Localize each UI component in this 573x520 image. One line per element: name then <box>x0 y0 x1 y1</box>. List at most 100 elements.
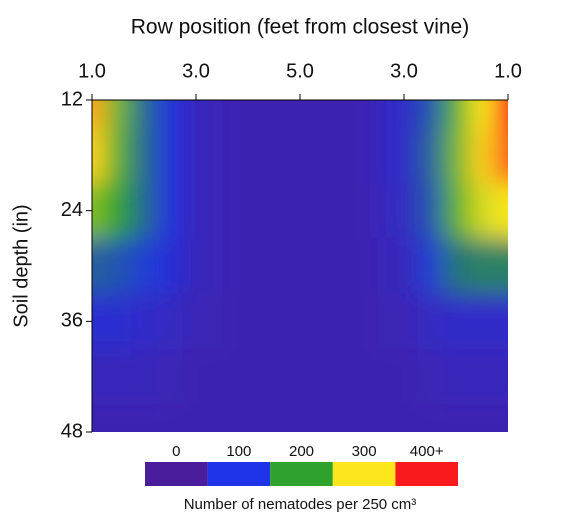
heat-cell <box>326 127 379 184</box>
heat-cell <box>183 404 223 432</box>
heat-cell <box>183 183 223 239</box>
heat-cell <box>274 183 327 239</box>
y-tick-label: 24 <box>61 199 83 221</box>
heat-cell <box>326 100 379 129</box>
heat-cell <box>495 349 508 405</box>
heat-cell <box>469 127 496 184</box>
y-tick-label: 48 <box>61 420 83 442</box>
x-tick-label: 1.0 <box>78 60 106 82</box>
heat-cell <box>183 349 223 405</box>
heat-cell <box>157 127 184 184</box>
heat-cell <box>92 349 106 405</box>
heat-cell <box>469 293 496 350</box>
y-tick-label: 12 <box>61 88 83 110</box>
heat-cell <box>222 349 275 405</box>
heat-cell <box>495 293 508 350</box>
heat-cell <box>378 349 418 405</box>
heat-cell <box>222 293 275 350</box>
heat-cell <box>105 349 132 405</box>
heat-cell <box>495 183 508 239</box>
heat-cell <box>495 238 508 295</box>
heat-cell <box>222 100 275 129</box>
heat-cell <box>92 100 106 129</box>
heat-cell <box>92 183 106 239</box>
heat-cell <box>443 183 470 239</box>
heat-cell <box>131 183 158 239</box>
heat-cell <box>378 404 418 432</box>
heat-cell <box>378 183 418 239</box>
heat-cell <box>274 127 327 184</box>
heat-cell <box>183 238 223 295</box>
heat-cell <box>443 100 470 129</box>
x-tick-label: 5.0 <box>286 60 314 82</box>
heat-cell <box>443 349 470 405</box>
heat-cell <box>92 404 106 432</box>
heat-cell <box>326 404 379 432</box>
heat-cell <box>131 127 158 184</box>
heat-cell <box>495 127 508 184</box>
heat-cell <box>183 100 223 129</box>
heat-cell <box>469 349 496 405</box>
heat-cell <box>326 349 379 405</box>
heat-cell <box>469 183 496 239</box>
heat-cell <box>157 183 184 239</box>
heat-cell <box>443 404 470 432</box>
x-tick-label: 3.0 <box>182 60 210 82</box>
y-tick-label: 36 <box>61 310 83 332</box>
heat-cell <box>105 100 132 129</box>
heat-cell <box>222 238 275 295</box>
colorbar-swatch <box>207 462 271 486</box>
heat-cell <box>157 238 184 295</box>
heat-cell <box>222 127 275 184</box>
heat-cell <box>222 404 275 432</box>
heat-cell <box>105 183 132 239</box>
heat-cell <box>222 183 275 239</box>
heat-cell <box>378 100 418 129</box>
heat-cell <box>105 404 132 432</box>
heat-cell <box>92 127 106 184</box>
heat-cell <box>378 293 418 350</box>
colorbar-swatch <box>332 462 396 486</box>
heat-cell <box>443 293 470 350</box>
heat-cell <box>105 293 132 350</box>
heat-cell <box>417 127 444 184</box>
heat-cell <box>469 404 496 432</box>
colorbar-tick-label: 100 <box>226 443 251 460</box>
heat-cell <box>274 238 327 295</box>
heat-cell <box>131 404 158 432</box>
heat-cell <box>378 127 418 184</box>
x-tick-label: 3.0 <box>390 60 418 82</box>
colorbar-tick-label: 300 <box>352 443 377 460</box>
colorbar-swatch <box>395 462 458 486</box>
heat-cell <box>378 238 418 295</box>
heat-cell <box>417 100 444 129</box>
colorbar-tick-label: 200 <box>289 443 314 460</box>
heat-cell <box>92 238 106 295</box>
heat-cell <box>274 404 327 432</box>
heat-cell <box>417 183 444 239</box>
heat-cell <box>131 100 158 129</box>
heat-cell <box>417 349 444 405</box>
plot-area <box>92 100 508 432</box>
heat-cell <box>183 293 223 350</box>
heat-cell <box>417 293 444 350</box>
heat-cell <box>443 238 470 295</box>
heat-cell <box>183 127 223 184</box>
heat-cell <box>157 349 184 405</box>
chart-title: Row position (feet from closest vine) <box>131 16 469 39</box>
heat-cell <box>92 293 106 350</box>
heat-cell <box>131 293 158 350</box>
heat-cell <box>157 100 184 129</box>
heat-cell <box>157 404 184 432</box>
heat-cell <box>417 238 444 295</box>
heat-cell <box>326 183 379 239</box>
x-tick-label: 1.0 <box>494 60 522 82</box>
heatmap <box>92 100 508 432</box>
heat-cell <box>157 293 184 350</box>
colorbar-swatch <box>270 462 333 486</box>
colorbar-title: Number of nematodes per 250 cm³ <box>184 496 417 513</box>
heat-cell <box>131 349 158 405</box>
heat-cell <box>443 127 470 184</box>
heat-cell <box>417 404 444 432</box>
